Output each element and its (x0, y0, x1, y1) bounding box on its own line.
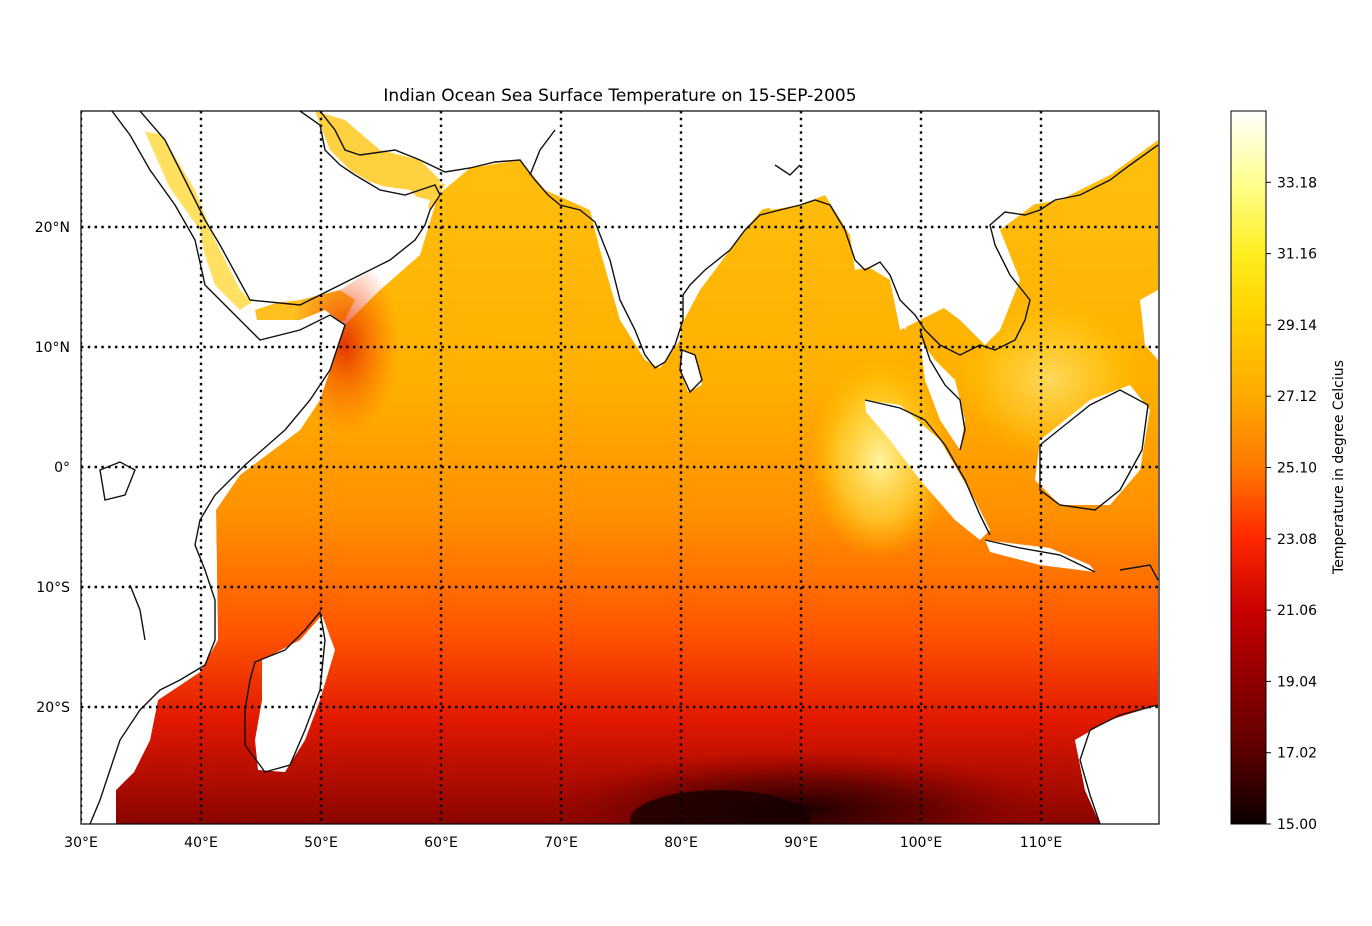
chart-title: Indian Ocean Sea Surface Temperature on … (383, 86, 856, 106)
x-tick-label: 90°E (784, 835, 818, 851)
asia-land (770, 111, 1158, 345)
colorbar-tick-label: 21.06 (1277, 603, 1317, 619)
x-tick-label: 80°E (664, 835, 698, 851)
x-tick-labels: 30°E 40°E 50°E 60°E 70°E 80°E 90°E 100°E… (64, 835, 1062, 851)
colorbar-tick-label: 29.14 (1277, 318, 1317, 334)
map-area (81, 111, 1159, 824)
colorbar-tick-label: 19.04 (1277, 674, 1317, 690)
arabia-land (140, 111, 430, 305)
africa-land (81, 111, 345, 824)
y-tick-labels: 20°N 10°N 0° 10°S 20°S (35, 220, 70, 716)
colorbar-tick-label: 17.02 (1277, 746, 1317, 762)
colorbar-ticks: 15.00 17.02 19.04 21.06 23.08 25.10 27.12 29.14… (1266, 175, 1317, 833)
x-tick-label: 40°E (184, 835, 218, 851)
colorbar-label: Temperature in degree Celcius (1331, 360, 1347, 575)
gridlines (81, 111, 1159, 824)
y-tick-label: 20°S (36, 700, 70, 716)
colorbar: 15.00 17.02 19.04 21.06 23.08 25.10 27.12 29.14… (1230, 110, 1347, 833)
colorbar-tick-label: 23.08 (1277, 532, 1317, 548)
australia-land (1075, 705, 1158, 824)
colorbar-tick-label: 27.12 (1277, 389, 1317, 405)
map-frame (80, 110, 1160, 825)
sumatra-land (865, 400, 990, 540)
y-tick-label: 10°N (35, 340, 70, 356)
y-tick-label: 10°S (36, 580, 70, 596)
colorbar-tick-label: 15.00 (1277, 817, 1317, 833)
x-tick-label: 100°E (900, 835, 943, 851)
x-tick-label: 50°E (304, 835, 338, 851)
colorbar-tick-label: 33.18 (1277, 175, 1317, 191)
x-tick-label: 110°E (1020, 835, 1063, 851)
borneo-land (1035, 385, 1150, 505)
java-land (985, 540, 1095, 572)
india-land (430, 111, 770, 368)
warm-pool (810, 360, 950, 560)
x-tick-label: 60°E (424, 835, 458, 851)
colorbar-gradient (1230, 110, 1267, 825)
y-tick-label: 20°N (35, 220, 70, 236)
y-tick-label: 0° (54, 460, 70, 476)
coastlines (89, 111, 1159, 824)
colorbar-tick-label: 31.16 (1277, 247, 1317, 263)
malay-land (920, 340, 965, 450)
gulf-band (315, 111, 445, 210)
x-tick-label: 30°E (64, 835, 98, 851)
philippines-land (1140, 290, 1158, 360)
x-tick-label: 70°E (544, 835, 578, 851)
cold-patch-core (630, 790, 810, 824)
colorbar-tick-label: 25.10 (1277, 461, 1317, 477)
